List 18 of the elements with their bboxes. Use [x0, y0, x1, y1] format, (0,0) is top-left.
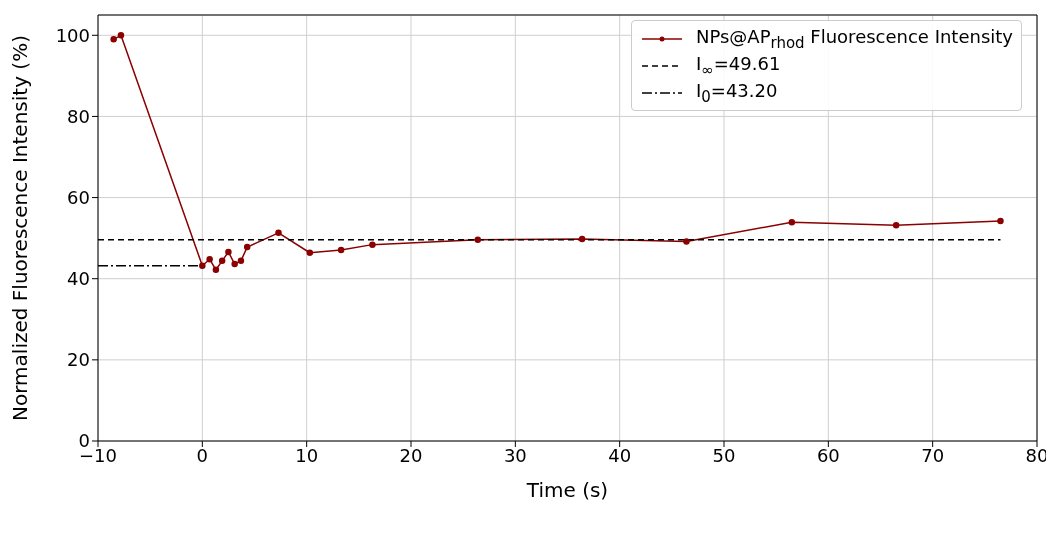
legend-label: I$_{0}$=43.20 — [695, 79, 778, 106]
x-tick-label: 40 — [608, 444, 632, 466]
y-axis-title: Normalized Fluorescence Intensity (%) — [8, 35, 33, 421]
x-tick-label: 60 — [816, 444, 840, 466]
x-axis-title: Time (s) — [525, 478, 609, 502]
y-tick-label: 100 — [55, 24, 90, 46]
x-tick-label: 70 — [921, 444, 945, 466]
legend-label: I$_{∞}$=49.61 — [695, 52, 781, 79]
x-tick-label: 0 — [196, 444, 209, 466]
x-tick-label: 10 — [295, 444, 319, 466]
x-tick-label: 50 — [712, 444, 736, 466]
legend-label: NPs@AP$_{rhod}$ Fluorescence Intensity — [695, 25, 1013, 52]
y-tick-label: 80 — [67, 105, 90, 127]
x-tick-label: 30 — [503, 444, 527, 466]
x-tick-label: 20 — [399, 444, 423, 466]
y-tick-label: 40 — [67, 268, 90, 290]
y-tick-label: 60 — [67, 186, 90, 208]
y-tick-label: 20 — [67, 349, 90, 371]
